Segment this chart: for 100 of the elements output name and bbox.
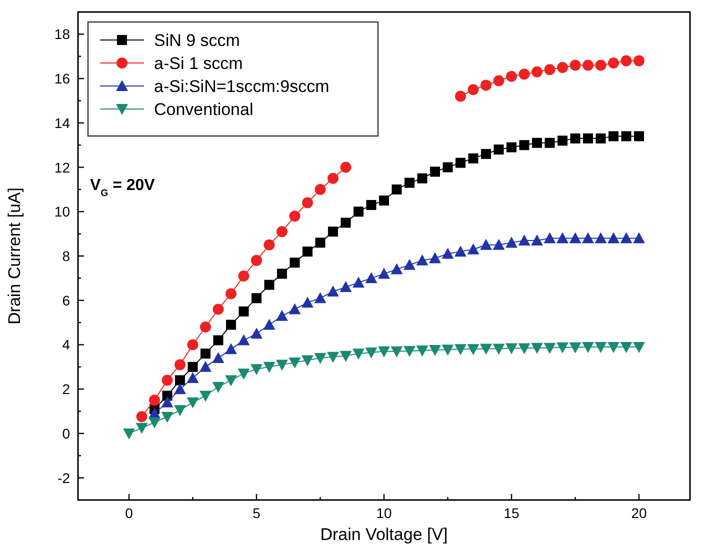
point	[595, 60, 606, 71]
legend-label: a-Si:SiN=1sccm:9sccm	[154, 77, 330, 96]
point	[327, 352, 339, 363]
point	[340, 162, 352, 173]
point	[175, 375, 185, 386]
point	[596, 133, 606, 144]
point	[506, 343, 518, 354]
point	[467, 243, 480, 254]
point	[493, 75, 504, 86]
point	[417, 173, 428, 184]
point	[569, 232, 582, 244]
point	[455, 90, 466, 102]
point	[594, 232, 607, 244]
point	[186, 397, 199, 408]
point	[582, 342, 594, 353]
point	[390, 346, 403, 358]
legend-label: SiN 9 sccm	[154, 31, 240, 50]
point	[149, 394, 160, 406]
point	[352, 276, 364, 288]
point	[365, 347, 378, 358]
point	[404, 258, 416, 270]
point	[238, 368, 250, 380]
point	[519, 140, 530, 150]
point	[506, 142, 516, 152]
x-tick-label: 20	[631, 505, 647, 521]
point	[123, 428, 135, 440]
point	[558, 136, 568, 146]
point	[263, 318, 276, 330]
point	[276, 310, 288, 321]
point	[213, 335, 224, 346]
point	[378, 346, 390, 358]
point	[264, 280, 274, 290]
point	[354, 206, 364, 217]
point	[276, 226, 288, 238]
point	[174, 359, 186, 370]
point	[531, 234, 543, 246]
y-tick-label: 14	[54, 114, 70, 131]
point	[467, 344, 480, 356]
point	[620, 342, 632, 353]
point	[263, 362, 276, 373]
point	[544, 342, 556, 354]
point	[200, 348, 210, 359]
point	[340, 350, 352, 362]
point	[492, 344, 505, 355]
point	[264, 239, 275, 250]
point	[200, 390, 212, 402]
point	[212, 304, 224, 315]
point	[518, 234, 530, 246]
point	[544, 64, 556, 76]
point	[226, 288, 236, 300]
point	[238, 270, 250, 282]
point	[404, 178, 414, 188]
point	[506, 236, 518, 248]
point	[518, 343, 530, 354]
point	[556, 232, 568, 244]
point	[633, 232, 645, 244]
point	[340, 281, 352, 292]
point	[429, 345, 441, 356]
point	[378, 268, 390, 279]
point	[390, 263, 403, 274]
point	[634, 131, 644, 142]
point	[136, 411, 148, 422]
point	[328, 226, 338, 237]
point	[212, 352, 224, 364]
point	[289, 210, 300, 222]
point	[251, 254, 262, 266]
legend-label: Conventional	[154, 100, 254, 119]
y-tick-label: -2	[58, 470, 70, 486]
x-tick-label: 0	[125, 505, 134, 521]
point	[352, 348, 364, 360]
point	[544, 232, 556, 244]
y-tick-label: 10	[54, 204, 70, 220]
point	[187, 339, 198, 350]
point	[480, 344, 492, 355]
point	[174, 405, 186, 416]
y-tick-label: 8	[62, 248, 70, 264]
y-tick-label: 0	[62, 425, 70, 442]
x-tick-label: 5	[252, 505, 261, 521]
point	[442, 162, 453, 172]
point	[492, 238, 505, 250]
point	[468, 153, 478, 164]
point	[633, 342, 645, 353]
point	[518, 68, 530, 80]
x-axis-title: Drain Voltage [V]	[320, 525, 448, 544]
point	[570, 133, 580, 144]
point	[379, 196, 389, 206]
point	[302, 296, 314, 308]
x-tick-label: 15	[504, 505, 520, 521]
point	[608, 342, 620, 353]
point	[315, 238, 326, 248]
point	[531, 342, 543, 354]
point	[290, 258, 300, 268]
point	[161, 412, 174, 423]
point	[212, 382, 224, 393]
point	[430, 166, 440, 177]
point	[608, 131, 618, 142]
y-tick-label: 2	[62, 381, 70, 398]
point	[162, 374, 173, 386]
point	[302, 355, 314, 366]
point	[557, 62, 568, 73]
